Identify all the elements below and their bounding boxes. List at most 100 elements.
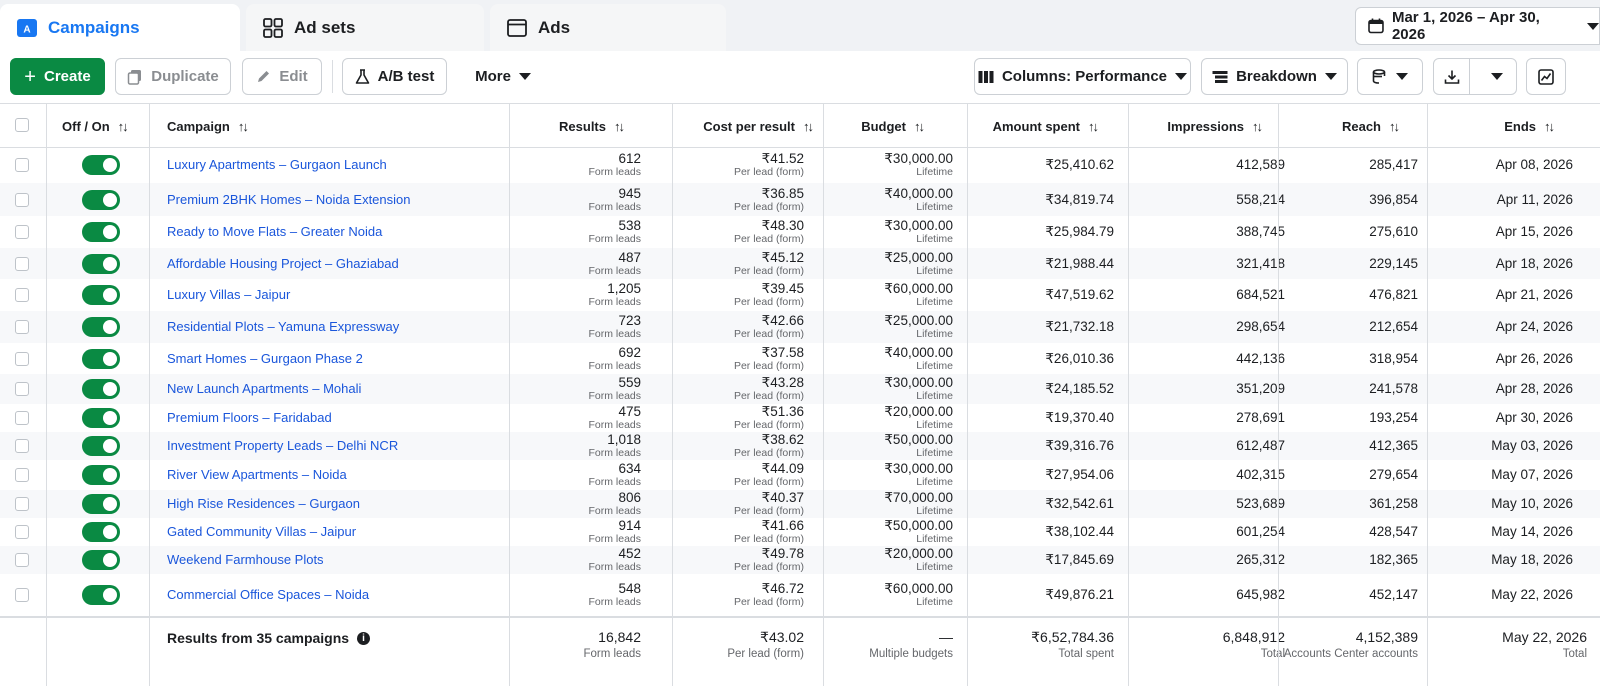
col-campaign[interactable]: Campaign ↑↓ (167, 104, 507, 148)
cell-value: ₹40.37 (761, 490, 804, 505)
tab-campaigns[interactable]: A Campaigns (0, 4, 240, 51)
create-button[interactable]: + Create (10, 58, 105, 95)
campaign-toggle[interactable] (82, 465, 120, 485)
campaign-name-link[interactable]: Weekend Farmhouse Plots (167, 552, 324, 567)
table-row[interactable]: Luxury Apartments – Gurgaon Launch 612 For… (0, 147, 1600, 183)
row-checkbox[interactable] (15, 158, 29, 172)
campaign-name-link[interactable]: Residential Plots – Yamuna Expressway (167, 319, 400, 334)
breakdown-button[interactable]: Breakdown (1201, 58, 1348, 95)
date-range-picker[interactable]: Mar 1, 2026 – Apr 30, 2026 (1355, 7, 1600, 45)
cost-per-result-cell: ₹43.28 Per lead (form) (672, 375, 804, 402)
table-row[interactable]: Investment Property Leads – Delhi NCR 1,0… (0, 432, 1600, 460)
date-range-label: Mar 1, 2026 – Apr 30, 2026 (1391, 9, 1540, 43)
campaign-name-link[interactable]: Affordable Housing Project – Ghaziabad (167, 255, 399, 271)
chevron-down-icon (1175, 73, 1188, 80)
col-off-on[interactable]: Off / On ↑↓ (62, 104, 148, 148)
table-row[interactable]: Luxury Villas – Jaipur 1,205 Form leads ₹39… (0, 279, 1600, 311)
campaign-toggle[interactable] (82, 436, 120, 456)
cell-value: ₹36.85 (761, 185, 804, 201)
campaign-name-link[interactable]: Gated Community Villas – Jaipur (167, 524, 357, 539)
campaign-name-link[interactable]: Premium 2BHK Homes – Noida Extension (167, 191, 411, 207)
table-row[interactable]: Gated Community Villas – Jaipur 914 Form l… (0, 518, 1600, 546)
campaign-toggle[interactable] (82, 155, 120, 175)
table-row[interactable]: Smart Homes – Gurgaon Phase 2 692 Form lea… (0, 343, 1600, 374)
campaign-name-link[interactable]: River View Apartments – Noida (167, 467, 347, 482)
tab-ad-sets[interactable]: Ad sets (246, 4, 484, 51)
row-checkbox[interactable] (15, 225, 29, 239)
campaign-toggle[interactable] (82, 550, 120, 570)
row-checkbox[interactable] (15, 588, 29, 602)
row-checkbox[interactable] (15, 525, 29, 539)
campaign-name-link[interactable]: High Rise Residences – Gurgaon (167, 496, 360, 511)
row-checkbox[interactable] (15, 320, 29, 334)
col-reach[interactable]: Reach ↑↓ (1278, 104, 1408, 148)
campaign-toggle[interactable] (82, 494, 120, 514)
more-button[interactable]: More (458, 58, 548, 95)
info-icon[interactable]: i (357, 631, 371, 645)
campaign-toggle[interactable] (82, 222, 120, 242)
campaign-name-link[interactable]: Luxury Villas – Jaipur (167, 287, 291, 302)
campaign-name-link[interactable]: Premium Floors – Faridabad (167, 410, 332, 425)
row-checkbox[interactable] (15, 351, 29, 366)
campaign-name-link[interactable]: Ready to Move Flats – Greater Noida (167, 224, 383, 239)
table-row[interactable]: Weekend Farmhouse Plots 452 Form leads ₹49.… (0, 546, 1600, 574)
ab-test-button[interactable]: A/B test (342, 58, 447, 95)
row-checkbox[interactable] (15, 553, 29, 567)
tab-ads[interactable]: Ads (490, 4, 726, 51)
export-button[interactable] (1433, 58, 1517, 95)
columns-button[interactable]: Columns: Performance (974, 58, 1191, 95)
row-checkbox[interactable] (15, 192, 29, 207)
col-impressions[interactable]: Impressions ↑↓ (1128, 104, 1271, 148)
row-checkbox[interactable] (15, 497, 29, 511)
campaign-toggle[interactable] (82, 189, 120, 210)
chart-toggle-button[interactable] (1526, 58, 1566, 95)
ends-cell: Apr 11, 2026 (1496, 191, 1573, 207)
amount-spent-cell: ₹39,316.76 (1045, 438, 1114, 453)
row-checkbox[interactable] (15, 468, 29, 482)
col-results[interactable]: Results ↑↓ (509, 104, 633, 148)
table-row[interactable]: Premium Floors – Faridabad 475 Form leads ₹… (0, 404, 1600, 432)
col-ends[interactable]: Ends ↑↓ (1427, 104, 1563, 148)
cell-value: ₹30,000.00 (884, 151, 953, 166)
col-budget[interactable]: Budget ↑↓ (823, 104, 933, 148)
col-label: Off / On (62, 118, 110, 134)
campaign-toggle[interactable] (82, 379, 120, 399)
campaign-toggle[interactable] (82, 408, 120, 428)
campaign-toggle[interactable] (82, 585, 120, 605)
select-all-checkbox[interactable] (15, 118, 29, 132)
table-row[interactable]: Premium 2BHK Homes – Noida Extension 945 F… (0, 183, 1600, 216)
campaign-name-link[interactable]: New Launch Apartments – Mohali (167, 381, 362, 396)
row-checkbox[interactable] (15, 439, 29, 453)
cell-sub: Form leads (588, 447, 641, 459)
row-checkbox[interactable] (15, 411, 29, 425)
col-cost-per-result[interactable]: Cost per result ↑↓ (672, 104, 822, 148)
campaign-toggle[interactable] (82, 348, 120, 369)
campaign-toggle[interactable] (82, 253, 120, 274)
amount-spent-cell: ₹24,185.52 (1045, 381, 1114, 396)
row-checkbox[interactable] (15, 382, 29, 396)
table-row[interactable]: Commercial Office Spaces – Noida 548 Form … (0, 574, 1600, 616)
table-row[interactable]: Residential Plots – Yamuna Expressway 723… (0, 311, 1600, 343)
row-checkbox[interactable] (15, 256, 29, 271)
export-dropdown[interactable] (1478, 73, 1516, 80)
campaign-toggle[interactable] (82, 522, 120, 542)
edit-button[interactable]: Edit (242, 58, 322, 95)
sort-icon: ↑↓ (237, 118, 249, 134)
ends-cell: May 10, 2026 (1491, 496, 1573, 511)
campaign-name-link[interactable]: Luxury Apartments – Gurgaon Launch (167, 157, 387, 172)
campaign-name-link[interactable]: Commercial Office Spaces – Noida (167, 587, 370, 602)
campaign-name-link[interactable]: Smart Homes – Gurgaon Phase 2 (167, 350, 363, 366)
table-row[interactable]: New Launch Apartments – Mohali 559 Form le… (0, 374, 1600, 404)
campaign-name-link[interactable]: Investment Property Leads – Delhi NCR (167, 438, 399, 453)
col-amount-spent[interactable]: Amount spent ↑↓ (967, 104, 1107, 148)
campaign-toggle[interactable] (82, 317, 120, 337)
reports-button[interactable] (1357, 58, 1423, 95)
campaign-toggle[interactable] (82, 285, 120, 305)
table-row[interactable]: Ready to Move Flats – Greater Noida 538 Fo… (0, 216, 1600, 248)
duplicate-button[interactable]: Duplicate (115, 58, 231, 95)
row-checkbox[interactable] (15, 288, 29, 302)
table-row[interactable]: Affordable Housing Project – Ghaziabad 48… (0, 248, 1600, 279)
table-row[interactable]: High Rise Residences – Gurgaon 806 Form le… (0, 490, 1600, 518)
tab-bar: A Campaigns Ad sets Ads Mar 1, 2026 – Ap… (0, 0, 1600, 51)
table-row[interactable]: River View Apartments – Noida 634 Form lea… (0, 460, 1600, 490)
